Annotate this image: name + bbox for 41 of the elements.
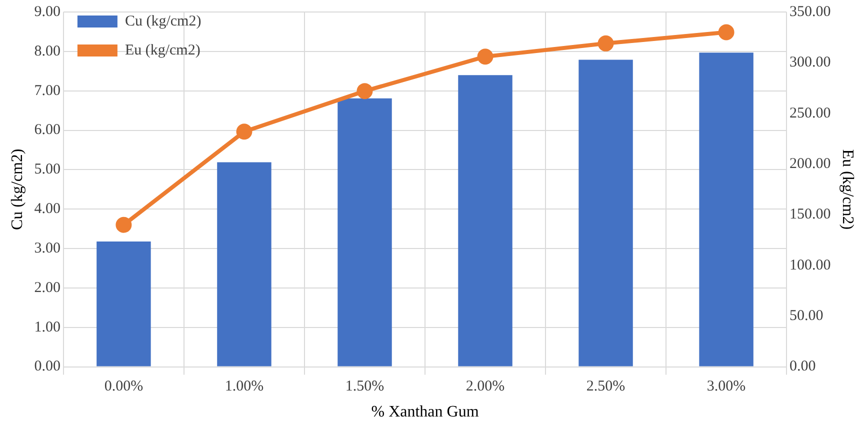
y-tick-label: 6.00 (34, 122, 60, 138)
point (477, 48, 494, 65)
y2-axis-title: Eu (kg/cm2) (839, 149, 856, 230)
y2-tick-label: 0.00 (790, 358, 816, 375)
legend-label: Cu (kg/cm2) (124, 13, 202, 30)
y-tick-label: 1.00 (34, 319, 60, 336)
point (236, 124, 252, 140)
bar (338, 98, 392, 366)
y-tick-label: 9.00 (34, 4, 60, 20)
bar (458, 75, 512, 366)
x-axis-title: % Xanthan Gum (371, 404, 480, 421)
point (598, 35, 614, 52)
x-tick-label: 0.00% (104, 378, 144, 395)
y-axis-title: Cu (kg/cm2) (8, 148, 26, 230)
y2-tick-label: 150.00 (790, 206, 831, 223)
y-tick-label: 2.00 (34, 280, 60, 296)
y-tick-label: 0.00 (34, 358, 60, 375)
x-tick-label: 1.00% (224, 378, 264, 395)
y2-tick-label: 350.00 (790, 4, 831, 20)
bar (96, 241, 151, 366)
point (116, 216, 132, 233)
y-tick-label: 3.00 (34, 240, 60, 256)
x-tick-label: 2.00% (466, 378, 505, 395)
bar (578, 60, 633, 366)
y2-tick-label: 100.00 (790, 257, 831, 274)
x-tick-label: 3.00% (706, 378, 746, 395)
y-tick-label: 4.00 (34, 201, 60, 218)
x-tick-label: 2.50% (586, 378, 626, 395)
y2-tick-label: 50.00 (790, 308, 824, 324)
point (356, 83, 373, 100)
legend-label: Eu (kg/cm2) (124, 42, 200, 58)
bar (699, 52, 754, 366)
y-tick-label: 8.00 (34, 43, 60, 60)
y-tick-label: 5.00 (34, 162, 60, 178)
y2-tick-label: 200.00 (790, 156, 831, 172)
x-tick-label: 1.50% (345, 378, 384, 395)
bar (217, 162, 272, 366)
y2-tick-label: 300.00 (790, 54, 831, 71)
y-tick-label: 7.00 (34, 82, 60, 99)
y2-tick-label: 250.00 (790, 105, 831, 122)
point (718, 24, 734, 40)
